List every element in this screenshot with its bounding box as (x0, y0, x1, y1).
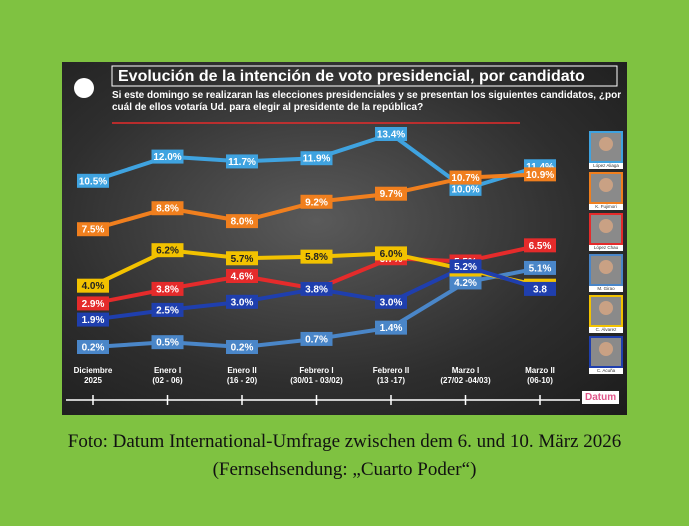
data-label: 9.7% (380, 189, 403, 200)
data-label: 3.0% (380, 297, 403, 308)
data-label: 13.4% (377, 130, 405, 141)
data-label: 0.2% (82, 343, 105, 354)
legend-label: M. Girao (584, 286, 628, 291)
caption: Foto: Datum International-Umfrage zwisch… (40, 428, 649, 484)
data-label: 2.5% (156, 305, 179, 316)
data-label: 11.9% (303, 154, 331, 165)
data-label: 2.9% (82, 299, 105, 310)
data-label: 0.7% (305, 334, 328, 345)
data-label: 10.5% (79, 176, 107, 187)
x-tick-label: Marzo I (27/02 -04/03) (426, 366, 506, 386)
data-label: 6.2% (156, 246, 179, 257)
legend-label: López Aliaga (584, 163, 628, 168)
data-label: 6.0% (380, 249, 403, 260)
legend-photo-head (599, 301, 613, 315)
data-label: 0.2% (231, 343, 254, 354)
legend-photo-head (599, 342, 613, 356)
data-label: 6.5% (529, 241, 552, 252)
x-tick-label: Febrero I (30/01 - 03/02) (277, 366, 357, 386)
data-label: 3.8% (156, 284, 179, 295)
legend-photo-head (599, 219, 613, 233)
brand-icon (74, 78, 94, 98)
x-tick-label: Enero II (16 - 20) (202, 366, 282, 386)
data-label: 1.4% (380, 323, 403, 334)
x-tick-label: Diciembre 2025 (53, 366, 133, 386)
data-label: 5.8% (305, 252, 328, 263)
data-label: 0.5% (156, 338, 179, 349)
data-label: 4.2% (454, 278, 477, 289)
data-label: 3.8 (533, 284, 547, 295)
data-label: 12.0% (153, 152, 181, 163)
data-label: 8.0% (231, 217, 254, 228)
page: 10.5%12.0%11.7%11.9%13.4%10.0%11.4%7.5%8… (0, 0, 689, 526)
data-label: 5.7% (231, 254, 254, 265)
x-tick-label: Marzo II (06-10) (500, 366, 580, 386)
data-label: 3.8% (305, 284, 328, 295)
x-tick-label: Febrero II (13 -17) (351, 366, 431, 386)
x-tick-label: Enero I (02 - 06) (128, 366, 208, 386)
logo: Datum (582, 391, 619, 404)
data-label: 10.9% (526, 170, 554, 181)
legend-label: López Chau (584, 245, 628, 250)
legend-photo-head (599, 178, 613, 192)
legend-label: C. Acuña (584, 368, 628, 373)
chart-subtitle: Si este domingo se realizaran las elecci… (112, 90, 622, 114)
legend-photo-head (599, 137, 613, 151)
legend-label: K. Fujimori (584, 204, 628, 209)
data-label: 10.0% (451, 184, 479, 195)
data-label: 4.6% (231, 272, 254, 283)
data-label: 10.7% (451, 173, 479, 184)
data-label: 5.1% (529, 263, 552, 274)
data-label: 7.5% (82, 225, 105, 236)
data-label: 11.7% (228, 157, 256, 168)
data-label: 1.9% (82, 315, 105, 326)
data-label: 9.2% (305, 197, 328, 208)
legend-photo-head (599, 260, 613, 274)
data-label: 3.0% (231, 297, 254, 308)
data-label: 5.2% (454, 262, 477, 273)
data-label: 8.8% (156, 204, 179, 215)
legend-label: C. Álvarez (584, 327, 628, 332)
data-label: 4.0% (82, 281, 105, 292)
chart-title: Evolución de la intención de voto presid… (118, 68, 585, 86)
